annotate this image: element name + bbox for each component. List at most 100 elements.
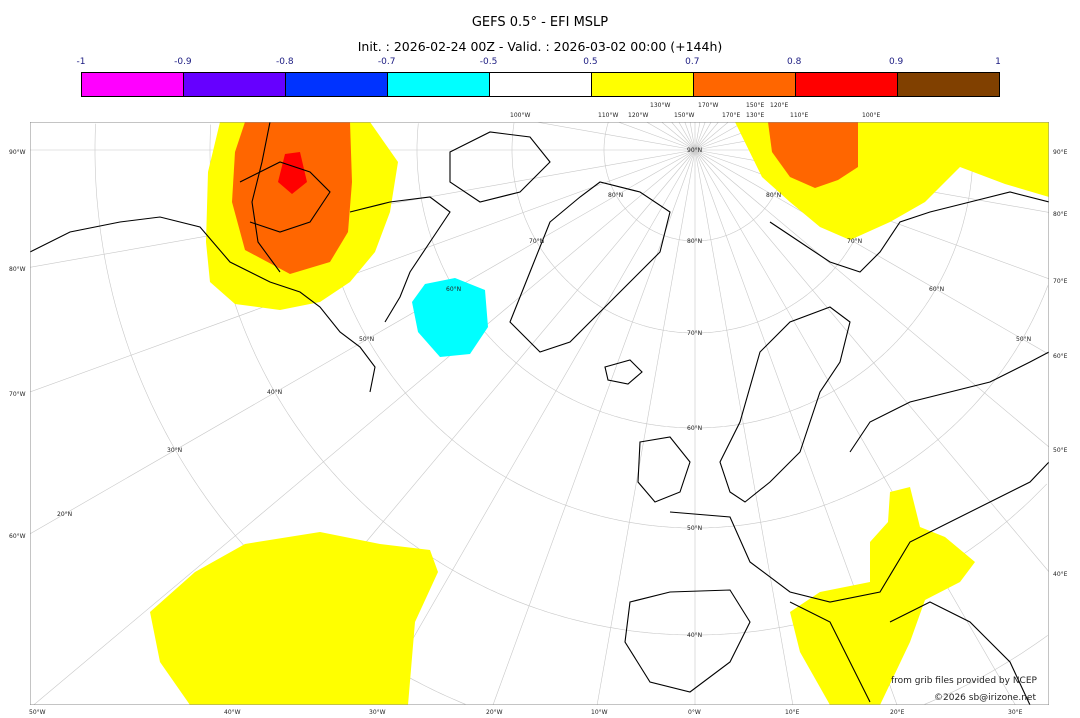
axis-label: 20°N (57, 511, 73, 518)
meridian-line (684, 122, 696, 151)
meridian-line (492, 149, 696, 705)
meridian-line (33, 149, 696, 705)
colorbar-segment (286, 73, 388, 96)
axis-label: 70°E (1053, 278, 1068, 285)
axis-label: 150°W (674, 112, 695, 119)
meridian-line (617, 122, 696, 151)
axis-label: 120°W (628, 112, 649, 119)
axis-label: 130°E (746, 112, 765, 119)
axis-label: 40°E (1053, 571, 1068, 578)
meridian-line (694, 122, 701, 151)
axis-label: 40°N (267, 389, 283, 396)
axis-label: 60°E (1053, 353, 1068, 360)
axis-label: 70°N (847, 238, 863, 245)
meridian-line (694, 122, 744, 151)
colorbar-tick: -0.7 (377, 57, 396, 67)
axis-label: 60°N (929, 286, 945, 293)
colorbar-tick: -0.9 (174, 57, 192, 67)
axis-label: 10°W (591, 709, 608, 716)
colorbar-tick: 0.7 (685, 57, 700, 67)
meridian-line (30, 149, 696, 535)
copyright-credit: ©2026 sb@irizone.net (934, 693, 1036, 703)
colorbar-tick: -1 (76, 57, 86, 67)
meridian-line (694, 149, 1016, 705)
axis-label: 100°W (510, 112, 531, 119)
axis-label: 150°E (746, 102, 765, 109)
latitude-line (316, 123, 1049, 529)
efi-yellow-sw (150, 532, 438, 705)
axis-label: 90°E (1053, 149, 1068, 156)
axis-label: 90°N (687, 147, 703, 154)
chart-subtitle: Init. : 2026-02-24 00Z - Valid. : 2026-0… (357, 39, 723, 54)
map (30, 122, 1049, 705)
axis-label: 170°W (698, 102, 719, 109)
axis-label: 0°W (688, 709, 701, 716)
axis-label: 60°N (687, 425, 703, 432)
axis-label: 80°E (1053, 211, 1068, 218)
axis-label: 110°W (598, 112, 619, 119)
coastlines (30, 122, 1049, 705)
axis-label: 70°W (9, 391, 26, 398)
axis-label: 50°E (1053, 447, 1068, 454)
source-credit: from grib files provided by NCEP (891, 676, 1037, 686)
axis-label: 50°N (1016, 336, 1032, 343)
meridian-line (694, 149, 1049, 448)
colorbar-segment (184, 73, 286, 96)
axis-label: 80°N (687, 238, 703, 245)
axis-label: 30°W (369, 709, 386, 716)
colorbar-segment (490, 73, 592, 96)
axis-label: 110°E (790, 112, 809, 119)
axis-label: 120°E (770, 102, 789, 109)
colorbar-tick: 1 (995, 57, 1001, 67)
colorbar-segment (592, 73, 694, 96)
axis-label: 40°W (224, 709, 241, 716)
axis-label: 70°N (529, 238, 545, 245)
axis-label: 40°N (687, 632, 703, 639)
colorbar (81, 72, 1000, 97)
axis-label: 30°E (1008, 709, 1023, 716)
axis-label: 170°E (722, 112, 741, 119)
axis-label: 80°W (9, 266, 26, 273)
efi-red-nw (278, 152, 307, 194)
meridian-line (678, 122, 696, 151)
chart-title: GEFS 0.5° - EFI MSLP (471, 15, 609, 30)
meridian-line (694, 122, 712, 151)
colorbar-tick: -0.5 (479, 57, 498, 67)
axis-label: 70°N (687, 330, 703, 337)
meridian-line (374, 149, 696, 705)
axis-label: 50°N (359, 336, 375, 343)
meridian-line (694, 149, 1049, 355)
colorbar-segment (82, 73, 184, 96)
efi-orange-ne (768, 122, 858, 188)
axis-label: 60°N (446, 286, 462, 293)
axis-label: 100°E (862, 112, 881, 119)
axis-label: 80°N (608, 192, 624, 199)
axis-label: 50°N (687, 525, 703, 532)
meridian-line (30, 149, 696, 393)
efi-orange-nw (232, 122, 352, 274)
colorbar-segment (694, 73, 796, 96)
colorbar-segment (388, 73, 490, 96)
axis-label: 20°W (486, 709, 503, 716)
axis-label: 130°W (650, 102, 671, 109)
axis-label: 60°W (9, 533, 26, 540)
meridian-line (596, 149, 696, 705)
meridian-line (536, 122, 696, 151)
meridian-line (694, 122, 719, 151)
axis-label: 20°E (890, 709, 905, 716)
colorbar-segment (898, 73, 999, 96)
meridian-line (671, 122, 696, 151)
axis-label: 90°W (9, 149, 26, 156)
meridian-line (694, 149, 794, 705)
meridian-line (694, 122, 729, 151)
meridian-line (689, 122, 696, 151)
meridian-line (661, 122, 696, 151)
colorbar-tick: 0.9 (888, 57, 904, 67)
meridian-line (694, 122, 706, 151)
efi-cyan (412, 278, 488, 357)
meridian-line (646, 122, 696, 151)
colorbar-tick: -0.8 (275, 57, 294, 67)
colorbar-segment (796, 73, 898, 96)
axis-label: 30°N (167, 447, 183, 454)
colorbar-tick: 0.8 (787, 57, 802, 67)
